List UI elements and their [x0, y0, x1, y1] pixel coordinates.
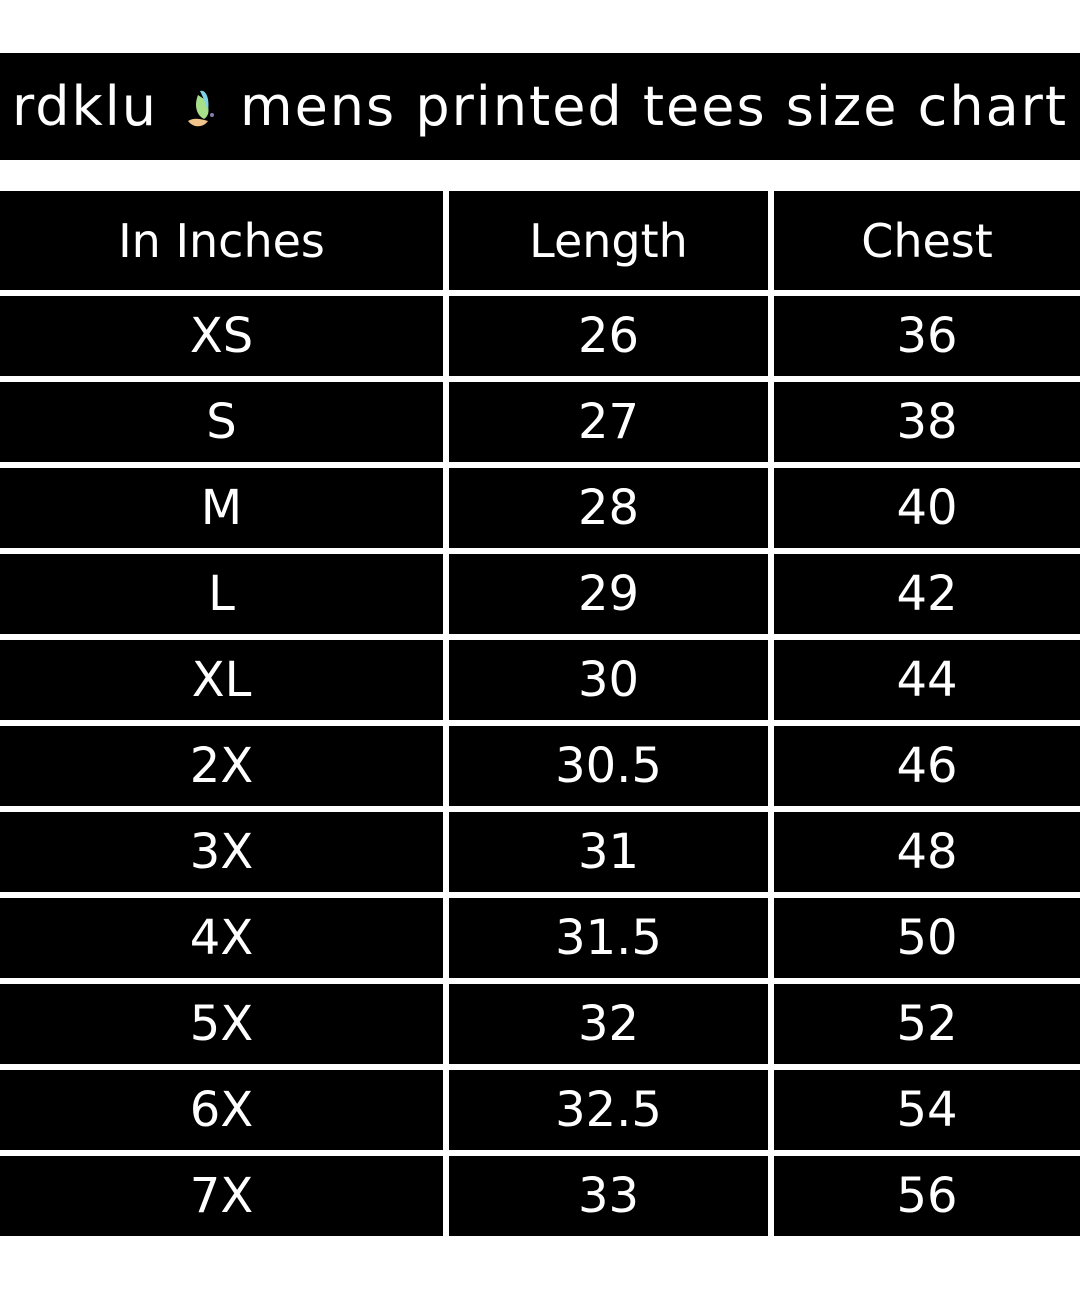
length-cell: 31	[449, 812, 768, 892]
length-cell: 32	[449, 984, 768, 1064]
header-cell: Chest	[774, 191, 1080, 290]
length-cell: 30	[449, 640, 768, 720]
chest-cell: 50	[774, 898, 1080, 978]
chest-cell: 48	[774, 812, 1080, 892]
size-cell: L	[0, 554, 443, 634]
length-cell: 27	[449, 382, 768, 462]
length-cell: 31.5	[449, 898, 768, 978]
length-cell: 28	[449, 468, 768, 548]
chest-cell: 56	[774, 1156, 1080, 1236]
title-bar: rdklu mens printed tees size chart	[0, 53, 1080, 160]
size-cell: 4X	[0, 898, 443, 978]
length-cell: 33	[449, 1156, 768, 1236]
title-text: mens printed tees size chart	[239, 75, 1069, 138]
size-cell: 6X	[0, 1070, 443, 1150]
chest-cell: 54	[774, 1070, 1080, 1150]
chest-cell: 36	[774, 296, 1080, 376]
size-cell: XL	[0, 640, 443, 720]
size-cell: 5X	[0, 984, 443, 1064]
size-cell: M	[0, 468, 443, 548]
length-cell: 30.5	[449, 726, 768, 806]
chest-cell: 46	[774, 726, 1080, 806]
size-chart-table: In Inches Length Chest XS 26 36 S 27 38 M 28 40 L…	[0, 191, 1080, 1236]
header-cell: In Inches	[0, 191, 443, 290]
brand-name: rdklu	[11, 75, 158, 138]
header-cell: Length	[449, 191, 768, 290]
size-cell: S	[0, 382, 443, 462]
chest-cell: 42	[774, 554, 1080, 634]
length-cell: 26	[449, 296, 768, 376]
length-cell: 29	[449, 554, 768, 634]
chest-cell: 38	[774, 382, 1080, 462]
length-cell: 32.5	[449, 1070, 768, 1150]
chest-cell: 44	[774, 640, 1080, 720]
size-cell: XS	[0, 296, 443, 376]
size-cell: 3X	[0, 812, 443, 892]
chest-cell: 52	[774, 984, 1080, 1064]
butterfly-icon	[187, 90, 214, 126]
chest-cell: 40	[774, 468, 1080, 548]
size-cell: 2X	[0, 726, 443, 806]
size-cell: 7X	[0, 1156, 443, 1236]
